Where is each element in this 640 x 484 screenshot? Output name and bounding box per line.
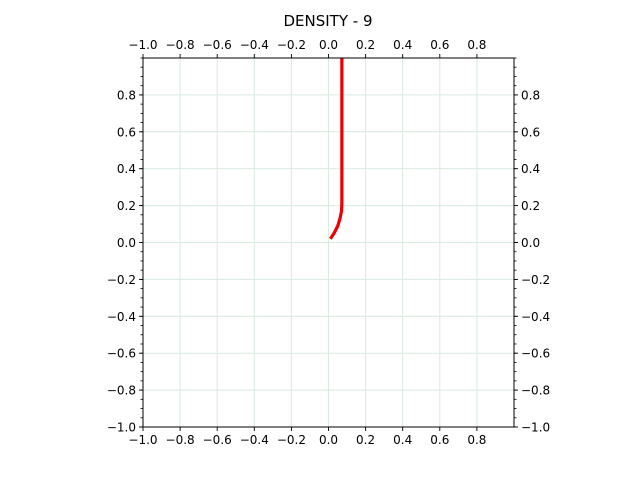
x-tick-label-bottom: −0.4 (240, 433, 269, 447)
y-tick-label-left: −0.4 (107, 310, 136, 324)
y-tick-label-right: 0.2 (521, 199, 540, 213)
x-tick-label-bottom: 0.0 (319, 433, 338, 447)
x-tick-label-top: −0.8 (166, 38, 195, 52)
y-tick-label-right: 0.4 (521, 162, 540, 176)
x-tick-label-bottom: −0.6 (203, 433, 232, 447)
x-tick-label-bottom: −0.2 (277, 433, 306, 447)
series-line-0 (329, 58, 344, 240)
x-tick-label-top: 0.6 (430, 38, 449, 52)
x-tick-label-top: 0.0 (319, 38, 338, 52)
x-tick-label-bottom: −0.8 (166, 433, 195, 447)
x-tick-label-top: −0.4 (240, 38, 269, 52)
y-tick-label-right: −1.0 (521, 421, 550, 435)
y-tick-label-right: −0.6 (521, 347, 550, 361)
x-tick-label-bottom: 0.8 (467, 433, 486, 447)
y-tick-label-left: 0.4 (117, 162, 136, 176)
x-tick-label-top: −0.2 (277, 38, 306, 52)
x-tick-label-top: −1.0 (128, 38, 157, 52)
x-tick-label-bottom: 0.4 (393, 433, 412, 447)
y-tick-label-right: 0.0 (521, 236, 540, 250)
y-tick-label-left: −0.8 (107, 384, 136, 398)
y-tick-label-right: 0.8 (521, 88, 540, 102)
x-tick-label-bottom: 0.2 (356, 433, 375, 447)
y-tick-label-left: 0.2 (117, 199, 136, 213)
y-tick-label-left: −0.2 (107, 273, 136, 287)
y-tick-label-left: 0.6 (117, 125, 136, 139)
x-tick-label-top: 0.4 (393, 38, 412, 52)
x-tick-label-top: 0.2 (356, 38, 375, 52)
y-tick-label-left: 0.0 (117, 236, 136, 250)
x-tick-label-bottom: 0.6 (430, 433, 449, 447)
y-tick-label-right: −0.2 (521, 273, 550, 287)
x-tick-label-top: −0.6 (203, 38, 232, 52)
chart-title: DENSITY - 9 (283, 12, 372, 30)
x-tick-label-bottom: −1.0 (128, 433, 157, 447)
x-tick-label-top: 0.8 (467, 38, 486, 52)
y-tick-label-left: −1.0 (107, 421, 136, 435)
y-tick-label-right: 0.6 (521, 125, 540, 139)
y-tick-label-left: −0.6 (107, 347, 136, 361)
y-tick-label-right: −0.8 (521, 384, 550, 398)
y-tick-label-right: −0.4 (521, 310, 550, 324)
y-tick-label-left: 0.8 (117, 88, 136, 102)
